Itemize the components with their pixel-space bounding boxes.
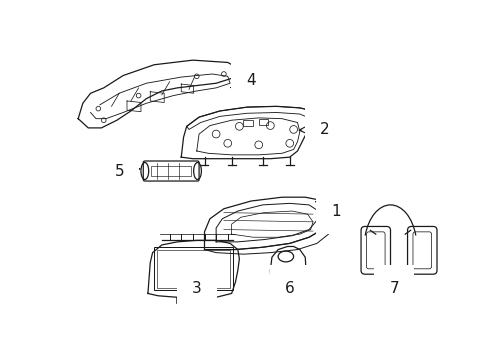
Text: 7: 7 <box>389 274 398 296</box>
Bar <box>154 247 233 289</box>
Bar <box>243 120 252 126</box>
Bar <box>258 119 267 125</box>
Bar <box>285 288 290 293</box>
Bar <box>157 250 230 288</box>
Text: 6: 6 <box>285 274 294 296</box>
Text: 2: 2 <box>299 122 329 137</box>
Text: 1: 1 <box>315 201 340 219</box>
Bar <box>277 270 282 274</box>
Bar <box>293 279 299 283</box>
Text: 5: 5 <box>114 164 140 179</box>
Bar <box>285 279 290 283</box>
Text: 4: 4 <box>230 73 255 88</box>
Bar <box>151 166 191 176</box>
Bar <box>277 288 282 293</box>
Bar <box>293 288 299 293</box>
Bar <box>277 279 282 283</box>
Text: 3: 3 <box>191 274 201 296</box>
Bar <box>285 270 290 274</box>
Bar <box>293 270 299 274</box>
